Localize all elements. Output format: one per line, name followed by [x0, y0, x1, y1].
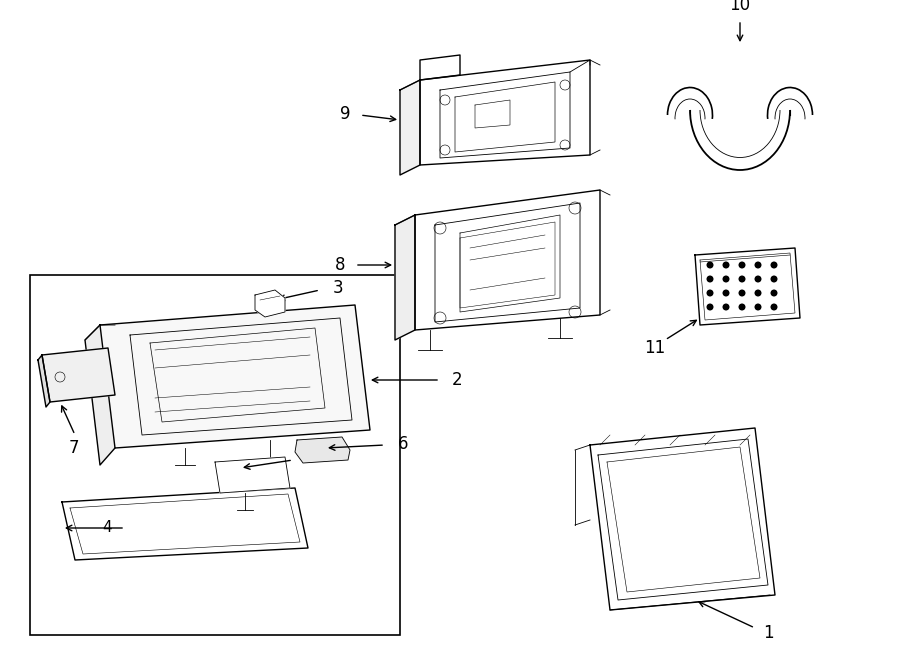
Text: 8: 8: [335, 256, 346, 274]
Circle shape: [706, 290, 714, 297]
Circle shape: [739, 303, 745, 311]
Text: 5: 5: [306, 449, 317, 467]
Text: 1: 1: [762, 624, 773, 642]
Polygon shape: [38, 355, 50, 407]
Polygon shape: [395, 215, 415, 340]
Circle shape: [706, 262, 714, 268]
Circle shape: [770, 290, 778, 297]
Text: 2: 2: [452, 371, 463, 389]
Circle shape: [770, 262, 778, 268]
Polygon shape: [420, 55, 460, 80]
Text: 7: 7: [68, 439, 79, 457]
Circle shape: [754, 276, 761, 282]
Text: 4: 4: [103, 520, 112, 535]
Circle shape: [739, 262, 745, 268]
Polygon shape: [255, 290, 285, 317]
Polygon shape: [695, 248, 800, 325]
Polygon shape: [42, 348, 115, 402]
Polygon shape: [590, 428, 775, 610]
Circle shape: [754, 262, 761, 268]
Text: 11: 11: [644, 339, 666, 357]
Circle shape: [723, 262, 730, 268]
Circle shape: [739, 290, 745, 297]
Circle shape: [723, 290, 730, 297]
Polygon shape: [420, 60, 590, 165]
Circle shape: [739, 276, 745, 282]
Bar: [30, 275, 400, 635]
Circle shape: [770, 276, 778, 282]
Polygon shape: [100, 305, 370, 448]
Text: 3: 3: [333, 279, 344, 297]
Circle shape: [770, 303, 778, 311]
Polygon shape: [400, 80, 420, 175]
Polygon shape: [295, 437, 350, 463]
Text: 9: 9: [340, 105, 350, 123]
Circle shape: [706, 303, 714, 311]
Polygon shape: [215, 457, 290, 493]
Text: 6: 6: [398, 435, 409, 453]
Text: 10: 10: [729, 0, 751, 14]
Circle shape: [706, 276, 714, 282]
Circle shape: [723, 276, 730, 282]
Polygon shape: [85, 325, 115, 465]
Polygon shape: [62, 488, 308, 560]
Circle shape: [723, 303, 730, 311]
Circle shape: [754, 303, 761, 311]
Polygon shape: [415, 190, 600, 330]
Circle shape: [754, 290, 761, 297]
